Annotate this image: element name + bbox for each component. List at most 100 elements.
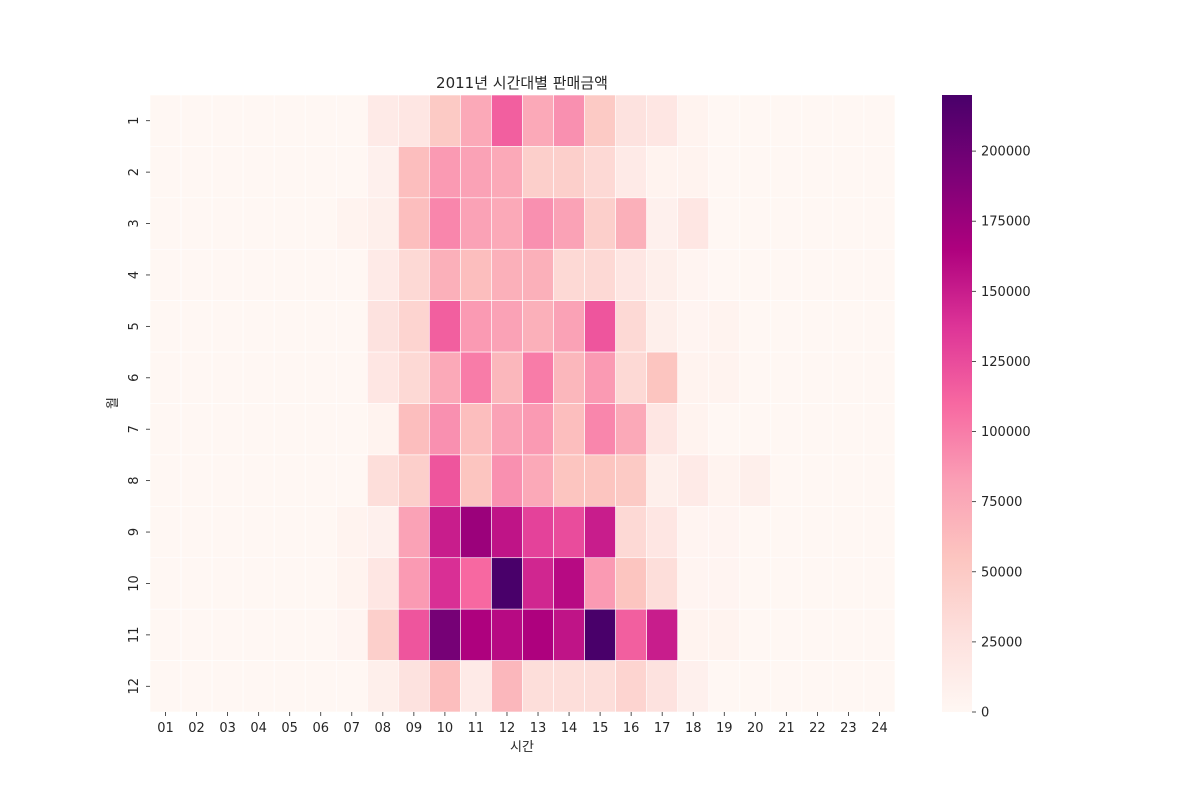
y-tick-label-11: 11 xyxy=(127,627,142,644)
heatmap-cell-3-01 xyxy=(149,197,182,250)
heatmap-cell-5-05 xyxy=(273,300,306,353)
heatmap-cell-7-21 xyxy=(770,403,803,456)
heatmap-cell-11-09 xyxy=(398,608,430,661)
heatmap-cell-2-14 xyxy=(553,146,585,199)
heatmap-cell-6-14 xyxy=(553,351,585,404)
heatmap-cell-3-14 xyxy=(553,197,585,250)
heatmap-cell-6-24 xyxy=(863,351,896,404)
heatmap-cell-6-22 xyxy=(801,351,834,404)
heatmap-cell-10-04 xyxy=(242,557,275,610)
heatmap-cell-5-24 xyxy=(863,300,896,353)
heatmap-cell-8-17 xyxy=(646,454,679,507)
heatmap-cell-12-24 xyxy=(863,660,896,713)
heatmap-cell-10-18 xyxy=(677,557,710,610)
heatmap-cell-3-13 xyxy=(522,197,554,250)
heatmap-cell-3-23 xyxy=(832,197,865,250)
heatmap-cell-10-19 xyxy=(708,557,741,610)
heatmap-cell-2-01 xyxy=(149,146,182,199)
heatmap-cell-9-07 xyxy=(335,506,368,559)
heatmap-cell-2-19 xyxy=(708,146,741,199)
heatmap-cell-9-12 xyxy=(491,506,523,559)
heatmap-cell-3-22 xyxy=(801,197,834,250)
heatmap-cell-11-02 xyxy=(180,608,213,661)
heatmap-cell-12-16 xyxy=(615,660,647,713)
heatmap-cell-1-01 xyxy=(149,94,182,147)
heatmap-cell-12-02 xyxy=(180,660,213,713)
heatmap-cell-12-14 xyxy=(553,660,585,713)
heatmap-cell-4-11 xyxy=(460,248,492,301)
heatmap-cell-11-11 xyxy=(460,608,492,661)
x-tick-label-12: 12 xyxy=(499,721,516,736)
heatmap-cell-8-20 xyxy=(739,454,772,507)
y-tick-label-3: 3 xyxy=(127,219,142,227)
heatmap-cell-1-02 xyxy=(180,94,213,147)
x-tick-label-20: 20 xyxy=(747,721,764,736)
heatmap-cell-12-17 xyxy=(646,660,679,713)
heatmap-cell-3-07 xyxy=(335,197,368,250)
heatmap-cell-9-16 xyxy=(615,506,647,559)
heatmap-cell-7-15 xyxy=(584,403,616,456)
heatmap-cell-8-23 xyxy=(832,454,865,507)
colorbar-tick-label-0: 0 xyxy=(981,706,989,721)
heatmap-cell-10-07 xyxy=(335,557,368,610)
heatmap-cell-9-22 xyxy=(801,506,834,559)
heatmap-cell-11-04 xyxy=(242,608,275,661)
heatmap-cell-5-16 xyxy=(615,300,647,353)
heatmap-cell-3-19 xyxy=(708,197,741,250)
heatmap-cell-12-13 xyxy=(522,660,554,713)
heatmap-cell-9-03 xyxy=(211,506,244,559)
y-tick-label-10: 10 xyxy=(127,575,142,592)
heatmap-cell-6-09 xyxy=(398,351,430,404)
heatmap-cell-1-10 xyxy=(429,94,461,147)
heatmap-cell-2-23 xyxy=(832,146,865,199)
heatmap-cell-9-19 xyxy=(708,506,741,559)
x-tick-label-08: 08 xyxy=(375,721,392,736)
heatmap-cell-4-04 xyxy=(242,248,275,301)
heatmap-cell-11-10 xyxy=(429,608,461,661)
heatmap-cell-7-08 xyxy=(366,403,399,456)
heatmap-cell-9-11 xyxy=(460,506,492,559)
heatmap-cell-12-04 xyxy=(242,660,275,713)
colorbar-tick-label-100000: 100000 xyxy=(981,425,1031,440)
heatmap-cell-4-20 xyxy=(739,248,772,301)
heatmap-cell-8-06 xyxy=(304,454,337,507)
heatmap-cell-3-05 xyxy=(273,197,306,250)
heatmap-cell-8-01 xyxy=(149,454,182,507)
heatmap-cell-12-03 xyxy=(211,660,244,713)
heatmap-cell-5-01 xyxy=(149,300,182,353)
heatmap-cell-4-23 xyxy=(832,248,865,301)
heatmap-cell-6-03 xyxy=(211,351,244,404)
heatmap-cell-1-14 xyxy=(553,94,585,147)
heatmap-cell-5-11 xyxy=(460,300,492,353)
heatmap-cell-10-14 xyxy=(553,557,585,610)
heatmap-cell-4-17 xyxy=(646,248,679,301)
heatmap-cell-3-20 xyxy=(739,197,772,250)
heatmap-cell-7-05 xyxy=(273,403,306,456)
heatmap-cell-9-05 xyxy=(273,506,306,559)
heatmap-cell-1-08 xyxy=(366,94,399,147)
heatmap-cell-2-15 xyxy=(584,146,616,199)
heatmap-cell-11-24 xyxy=(863,608,896,661)
heatmap-cell-6-06 xyxy=(304,351,337,404)
heatmap-cell-6-04 xyxy=(242,351,275,404)
colorbar-tick-label-150000: 150000 xyxy=(981,285,1031,300)
heatmap-cell-10-20 xyxy=(739,557,772,610)
x-tick-label-24: 24 xyxy=(871,721,888,736)
heatmap-cell-7-12 xyxy=(491,403,523,456)
heatmap-cell-3-16 xyxy=(615,197,647,250)
x-tick-label-10: 10 xyxy=(437,721,454,736)
heatmap-cell-9-10 xyxy=(429,506,461,559)
heatmap-cell-2-05 xyxy=(273,146,306,199)
heatmap-cell-2-22 xyxy=(801,146,834,199)
heatmap-cell-12-05 xyxy=(273,660,306,713)
heatmap-cell-2-02 xyxy=(180,146,213,199)
heatmap-cell-5-10 xyxy=(429,300,461,353)
y-tick-label-4: 4 xyxy=(127,271,142,279)
heatmap-cell-6-17 xyxy=(646,351,679,404)
heatmap-cell-2-10 xyxy=(429,146,461,199)
heatmap-cell-1-03 xyxy=(211,94,244,147)
heatmap-cell-7-02 xyxy=(180,403,213,456)
heatmap-cell-12-21 xyxy=(770,660,803,713)
colorbar-gradient xyxy=(942,95,972,712)
heatmap-cell-10-22 xyxy=(801,557,834,610)
